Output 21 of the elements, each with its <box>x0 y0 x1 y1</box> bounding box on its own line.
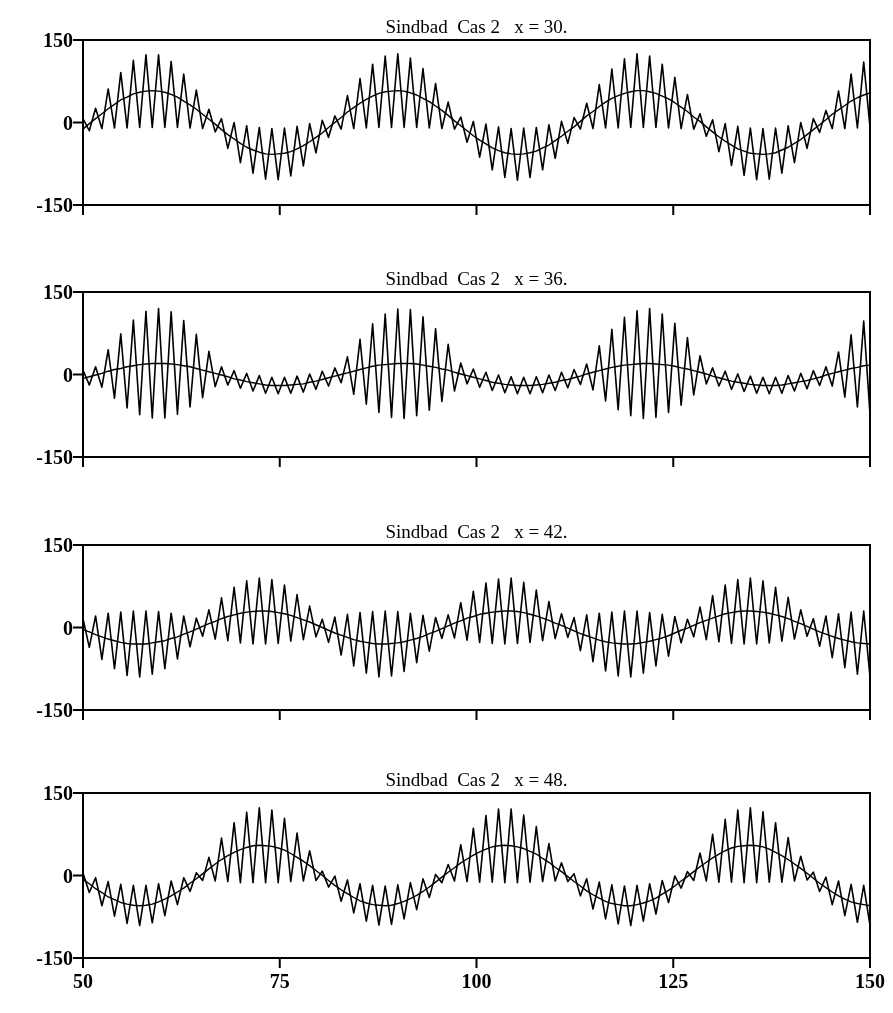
y-tick-label: -150 <box>36 446 73 468</box>
y-tick-label: 150 <box>43 534 73 556</box>
chart-title: Sindbad Cas 2 x = 48. <box>385 769 568 790</box>
x-tick-label: 75 <box>269 970 290 992</box>
chart-title: Sindbad Cas 2 x = 30. <box>385 16 568 37</box>
y-tick-label: 0 <box>63 363 73 386</box>
x-tick-label: 150 <box>855 970 885 992</box>
x-tick-label: 50 <box>73 970 93 992</box>
x-tick-label: 125 <box>658 970 689 992</box>
y-tick-label: 0 <box>63 864 73 887</box>
x-tick-label: 100 <box>461 970 492 992</box>
y-tick-label: -150 <box>36 947 73 969</box>
chart-title: Sindbad Cas 2 x = 36. <box>385 268 568 289</box>
y-tick-label: -150 <box>36 194 73 216</box>
y-tick-label: 0 <box>63 111 73 134</box>
chart-title: Sindbad Cas 2 x = 42. <box>385 521 568 542</box>
y-tick-label: 150 <box>43 782 73 804</box>
y-tick-label: 0 <box>63 616 73 639</box>
y-tick-label: -150 <box>36 699 73 721</box>
y-tick-label: 150 <box>43 29 73 51</box>
y-tick-label: 150 <box>43 281 73 303</box>
